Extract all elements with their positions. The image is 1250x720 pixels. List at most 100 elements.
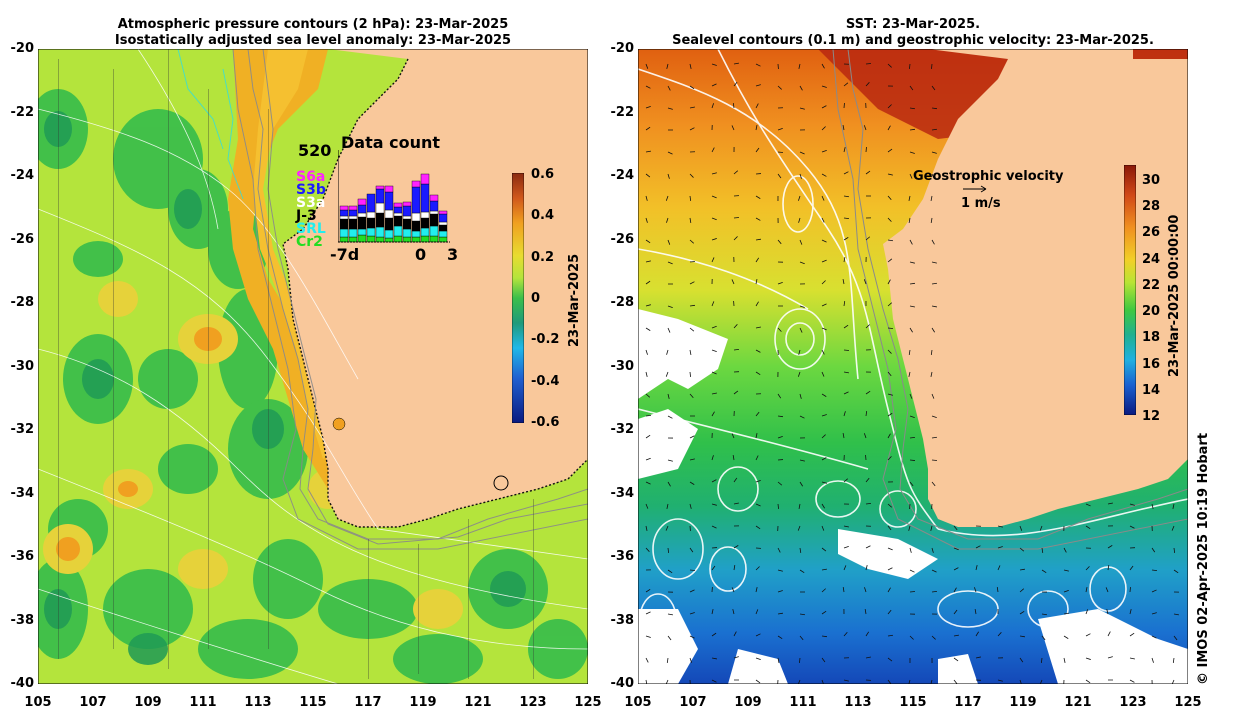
lon-tick-label: 123 [1119, 695, 1147, 710]
velocity-arrow [733, 324, 738, 329]
velocity-arrow [953, 679, 958, 684]
velocity-arrow [667, 85, 671, 91]
lon-tick-label: 109 [134, 695, 162, 710]
lon-tick-label: 111 [789, 695, 817, 710]
velocity-arrow [1063, 569, 1069, 572]
velocity-arrow [953, 609, 958, 615]
velocity-arrow [931, 173, 935, 179]
mission-j3: J-3 [296, 208, 317, 224]
velocity-arrow [689, 106, 695, 109]
histogram-bar-segment [357, 198, 367, 206]
velocity-arrow [667, 393, 670, 399]
velocity-arrow [909, 547, 912, 553]
histogram-bar-segment [429, 225, 439, 237]
velocity-arrow [821, 239, 827, 243]
velocity-arrow [689, 63, 692, 69]
colorbar-tick-label: 12 [1142, 409, 1161, 424]
colorbar-tick-label: 18 [1142, 330, 1161, 346]
velocity-arrow [865, 82, 870, 87]
velocity-arrow [711, 371, 717, 375]
velocity-arrow [975, 656, 981, 659]
velocity-arrow [733, 348, 740, 351]
lon-tick-label: 115 [299, 695, 327, 710]
histogram-bar-segment [402, 218, 412, 230]
velocity-arrow [843, 257, 846, 263]
velocity-arrow [755, 326, 761, 329]
velocity-arrow [909, 415, 915, 419]
velocity-arrow [689, 393, 694, 399]
histogram-bar-segment [402, 215, 412, 220]
velocity-arrow [732, 102, 735, 109]
histogram-bar-segment [357, 204, 367, 214]
histogram-bar-segment [348, 228, 358, 238]
velocity-arrow [996, 586, 999, 593]
velocity-arrow [887, 679, 892, 684]
velocity-arrow [1085, 609, 1089, 615]
velocity-arrow [842, 125, 845, 131]
velocity-arrow [843, 195, 850, 198]
velocity-arrow [645, 414, 652, 417]
imos-credit: © IMOS 02-Apr-2025 10:19 Hobart [1196, 432, 1211, 685]
velocity-arrow [887, 609, 892, 615]
velocity-arrow [755, 657, 761, 661]
velocity-arrow [667, 613, 673, 616]
cloud-mask [638, 309, 1188, 684]
velocity-arrow [645, 611, 651, 615]
histogram-bar-segment [393, 215, 403, 227]
velocity-arrow [909, 282, 916, 285]
velocity-arrow [1107, 545, 1113, 549]
velocity-arrow [908, 679, 911, 684]
velocity-arrow [755, 301, 759, 307]
velocity-arrow [645, 503, 649, 509]
histogram-bar-segment [348, 205, 358, 211]
velocity-arrow [799, 481, 803, 487]
lon-tick-label: 117 [954, 695, 982, 710]
velocity-arrow [733, 565, 736, 571]
velocity-arrow [799, 613, 806, 616]
velocity-arrow [689, 481, 695, 485]
velocity-arrow [887, 393, 893, 396]
velocity-arrow [1085, 657, 1091, 660]
velocity-arrow [887, 567, 893, 571]
colorbar-tick-label: 0.2 [531, 249, 555, 265]
velocity-arrow [931, 107, 938, 110]
lon-tick-label: 109 [734, 695, 762, 710]
velocity-arrow [887, 503, 892, 508]
velocity-arrow [909, 151, 915, 154]
velocity-arrow [755, 279, 758, 285]
velocity-arrow [843, 82, 849, 87]
velocity-arrow [864, 587, 867, 593]
velocity-arrow [711, 147, 715, 153]
velocity-arrow [1039, 525, 1043, 531]
velocity-arrow [799, 173, 802, 179]
velocity-arrow [777, 547, 781, 553]
velocity-arrow [689, 635, 695, 639]
velocity-arrow [732, 455, 735, 461]
velocity-arrow [821, 568, 827, 571]
velocity-arrow [863, 433, 867, 439]
velocity-arrow [689, 349, 692, 355]
velocity-arrow [755, 503, 761, 507]
velocity-arrow [931, 239, 935, 245]
velocity-arrow [865, 565, 868, 571]
velocity-arrow [666, 657, 669, 664]
velocity-arrow [731, 279, 735, 285]
sla-colorbar [512, 173, 524, 423]
histogram-bar-segment [384, 191, 394, 211]
velocity-arrow [799, 261, 805, 265]
left-title-line2: Isostatically adjusted sea level anomaly… [114, 33, 512, 48]
velocity-arrow [909, 459, 916, 461]
velocity-arrow [908, 217, 911, 223]
velocity-arrow [1019, 547, 1025, 552]
velocity-arrow [667, 261, 673, 265]
velocity-arrow [843, 371, 849, 374]
velocity-arrow [953, 657, 959, 662]
velocity-arrow [689, 85, 695, 90]
velocity-arrow [887, 433, 891, 439]
velocity-arrow [887, 525, 892, 531]
velocity-arrow [1019, 588, 1025, 593]
velocity-arrow [1151, 589, 1157, 593]
velocity-arrow [908, 349, 911, 356]
histogram-bar-segment [393, 202, 403, 208]
histogram-bar-segment [420, 217, 430, 229]
